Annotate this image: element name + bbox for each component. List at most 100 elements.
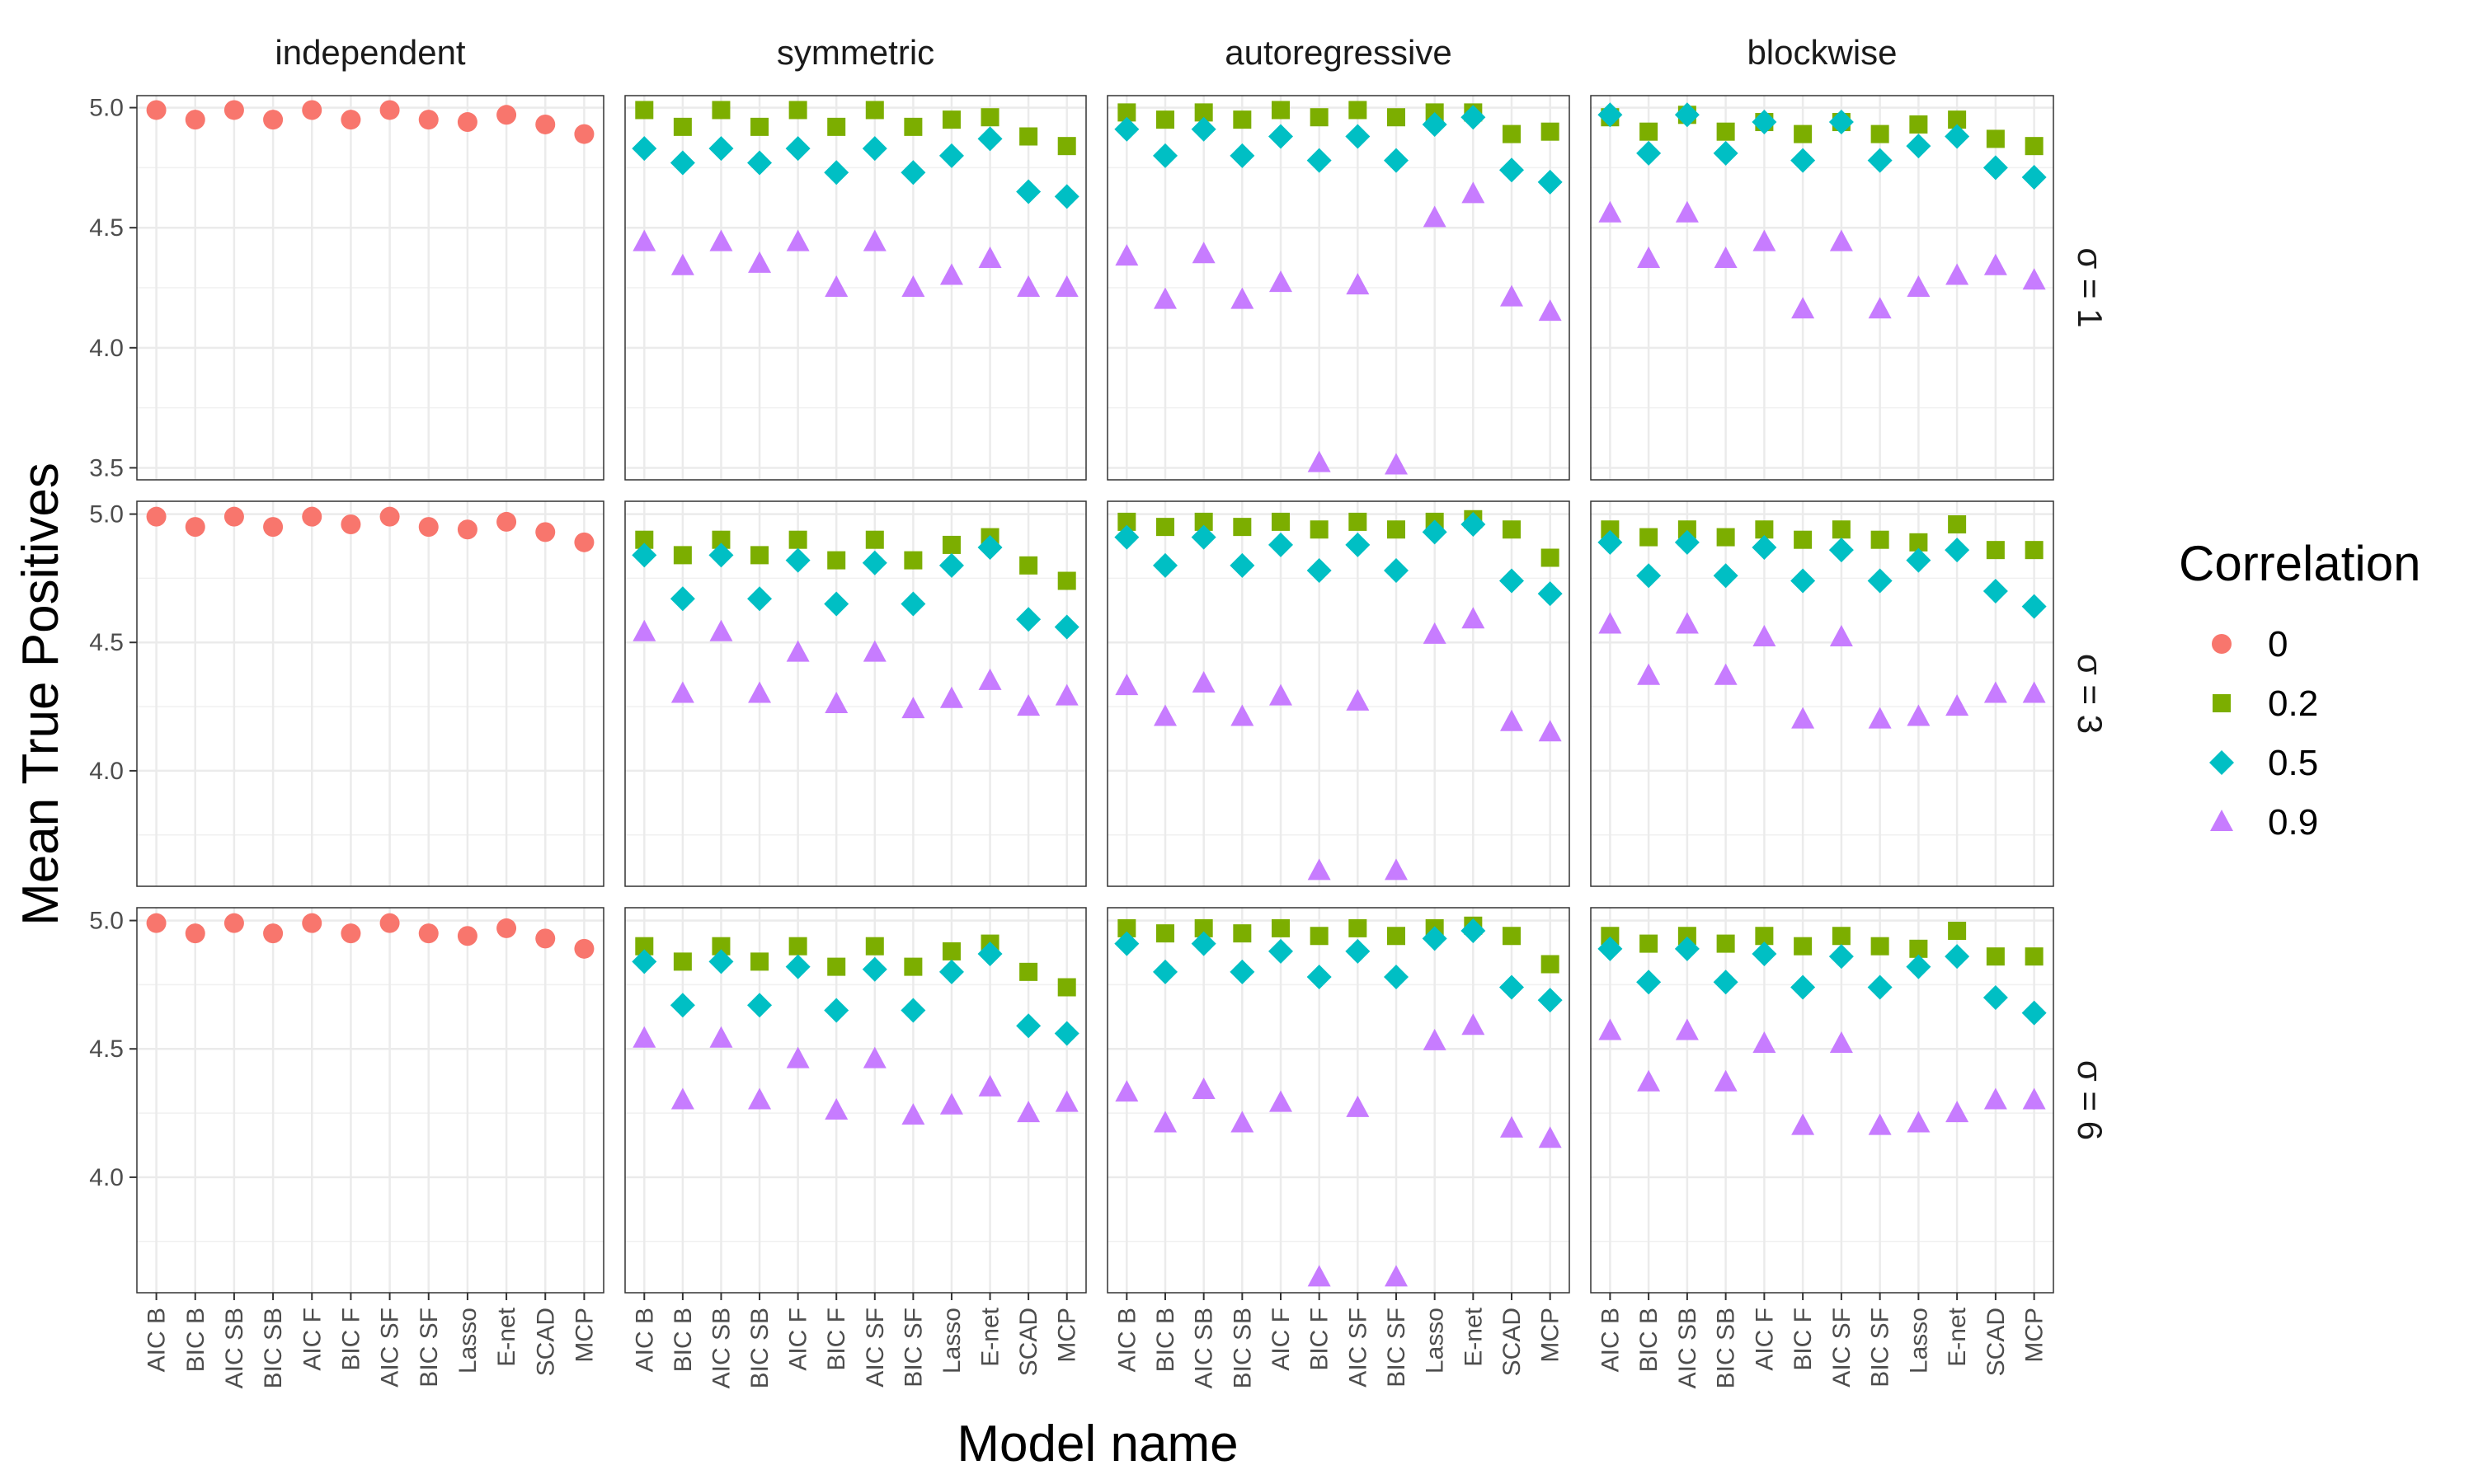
x-tick-label: AIC SB xyxy=(1191,1308,1218,1388)
data-point xyxy=(574,938,595,959)
data-point xyxy=(223,100,244,120)
data-point xyxy=(632,136,657,162)
data-point xyxy=(1503,927,1521,946)
x-tick-label: AIC F xyxy=(1268,1308,1295,1371)
data-point xyxy=(1637,1069,1661,1092)
data-point xyxy=(1233,924,1252,943)
x-tick-label: E-net xyxy=(1944,1307,1971,1366)
data-point xyxy=(1674,936,1700,961)
data-point xyxy=(1500,284,1523,307)
data-point xyxy=(1268,938,1293,964)
data-point xyxy=(1537,581,1563,607)
data-point xyxy=(938,959,964,984)
data-point xyxy=(146,100,167,120)
data-point xyxy=(1983,681,2007,703)
data-point xyxy=(939,686,963,708)
data-point xyxy=(670,993,695,1018)
panel-background xyxy=(1108,908,1569,1293)
data-point xyxy=(750,952,769,971)
data-point xyxy=(750,546,769,565)
data-point xyxy=(1986,541,2005,560)
data-point xyxy=(1828,110,1854,135)
data-point xyxy=(223,506,244,527)
data-point xyxy=(1828,944,1854,970)
data-point xyxy=(633,619,656,641)
data-point xyxy=(1636,140,1662,166)
x-tick-label: BIC SB xyxy=(260,1308,287,1388)
x-tick-label: BIC F xyxy=(337,1308,365,1371)
data-point xyxy=(1017,1101,1041,1123)
data-point xyxy=(1537,169,1563,195)
data-point xyxy=(1346,1095,1370,1117)
facet-column-label: symmetric xyxy=(777,33,934,72)
data-point xyxy=(302,913,322,933)
x-tick-label: AIC SB xyxy=(1674,1308,1701,1388)
data-point xyxy=(535,928,556,949)
data-point xyxy=(1016,607,1042,632)
data-point xyxy=(709,229,733,251)
data-point xyxy=(1233,518,1252,537)
data-point xyxy=(788,937,807,956)
data-point xyxy=(1601,520,1620,539)
data-point xyxy=(379,100,400,120)
data-point xyxy=(1422,519,1447,545)
legend-item: 0.5 xyxy=(2209,743,2318,783)
data-point xyxy=(750,117,769,136)
data-point xyxy=(1986,947,2005,966)
data-point xyxy=(379,913,400,933)
data-point xyxy=(1755,927,1774,946)
data-point xyxy=(2022,681,2046,703)
data-point xyxy=(1906,547,1931,573)
panel-border xyxy=(136,95,604,481)
data-point xyxy=(1540,122,1559,141)
x-tick-label: BIC B xyxy=(670,1308,697,1372)
data-point xyxy=(1387,520,1405,539)
data-point xyxy=(1055,275,1079,297)
data-point xyxy=(863,229,887,251)
panel-border xyxy=(1107,95,1570,481)
data-point xyxy=(673,546,692,565)
data-point xyxy=(223,913,244,933)
data-point xyxy=(901,160,926,186)
data-point xyxy=(341,514,361,535)
data-point xyxy=(670,253,694,275)
data-point xyxy=(1714,1069,1738,1092)
data-point xyxy=(457,519,477,540)
facet-panel xyxy=(1107,907,1570,1294)
x-tick-label: BIC B xyxy=(1152,1308,1179,1372)
legend-label: 0.9 xyxy=(2268,802,2318,843)
data-point xyxy=(1153,552,1178,578)
data-point xyxy=(785,136,811,162)
x-tick-label: AIC SB xyxy=(708,1308,735,1388)
data-point xyxy=(2022,268,2046,290)
data-point xyxy=(1714,663,1738,685)
x-tick-label: AIC F xyxy=(785,1308,812,1371)
x-tick-label: SCAD xyxy=(532,1308,559,1376)
facet-row-label: σ = 3 xyxy=(2071,654,2109,734)
data-point xyxy=(1233,110,1252,129)
data-point xyxy=(1986,129,2005,148)
data-point xyxy=(1868,1113,1892,1135)
data-point xyxy=(574,532,595,552)
data-point xyxy=(1019,556,1038,575)
x-tick-label: BIC SF xyxy=(900,1308,927,1388)
data-point xyxy=(1907,704,1931,726)
data-point xyxy=(457,112,477,133)
x-tick-label: AIC SF xyxy=(377,1308,404,1388)
data-point xyxy=(1117,512,1136,531)
data-point xyxy=(1907,1111,1931,1133)
data-point xyxy=(1597,936,1623,961)
data-point xyxy=(1540,955,1559,974)
data-point xyxy=(1154,1111,1177,1133)
axes-layer: 3.5 4.0 4.5 5.0 4.0 4.5 5.0 4.0 4.5 5.0 AIC B BIC B… xyxy=(89,95,2048,1389)
data-point xyxy=(1639,528,1658,547)
data-point xyxy=(418,923,439,944)
data-point xyxy=(1156,518,1174,537)
data-point xyxy=(1867,974,1893,1000)
data-point xyxy=(862,550,887,575)
data-point xyxy=(574,124,595,144)
data-point xyxy=(1153,959,1178,984)
data-point xyxy=(1194,512,1213,531)
data-point xyxy=(1461,1013,1485,1036)
data-point xyxy=(1384,148,1409,173)
